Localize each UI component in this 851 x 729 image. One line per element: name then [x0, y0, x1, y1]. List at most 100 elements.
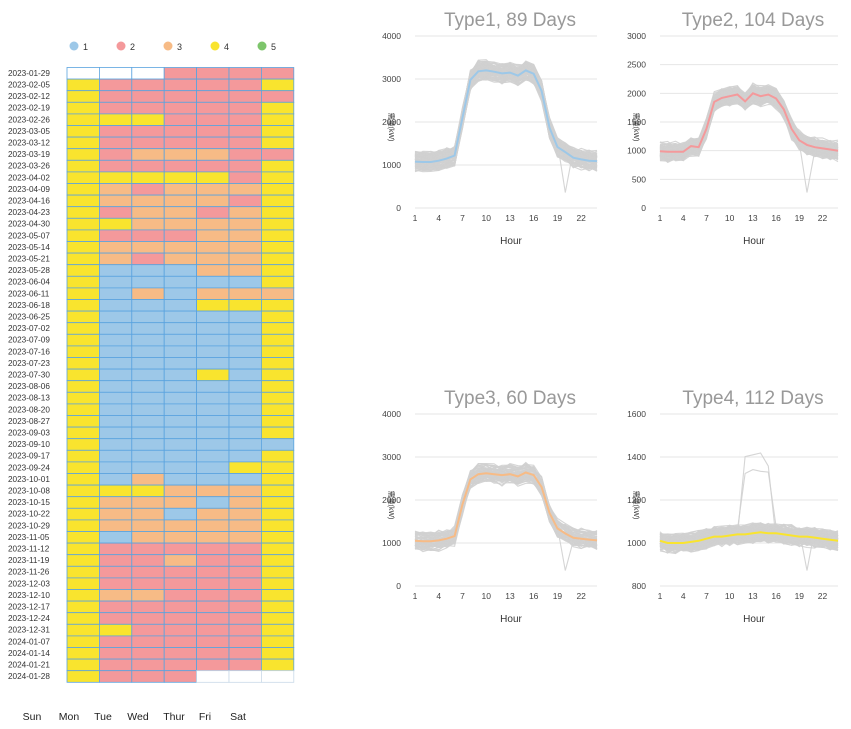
heatmap-cell: [228, 415, 262, 428]
heatmap-cell: [131, 658, 165, 672]
row-label: 2023-02-12: [8, 92, 50, 101]
heatmap-cell: [99, 345, 133, 358]
row-label: 2023-09-03: [8, 428, 50, 437]
heatmap-cell: [66, 391, 100, 405]
heatmap-cell: [99, 426, 133, 440]
heatmap-cell: [163, 357, 197, 370]
heatmap-cell: [163, 670, 197, 683]
heatmap-cell: [66, 461, 100, 474]
heatmap-cell: [228, 113, 262, 126]
heatmap-cell: [66, 287, 100, 300]
heatmap-cell: [228, 519, 262, 532]
heatmap-cell: [66, 113, 100, 126]
heatmap-cell: [131, 623, 165, 637]
heatmap-cell: [99, 333, 133, 347]
y-tick-label: 1000: [382, 160, 401, 170]
heatmap-cell: [228, 484, 262, 498]
row-label: 2023-05-14: [8, 243, 50, 252]
heatmap-cell: [260, 264, 295, 277]
heatmap-cell: [163, 658, 197, 672]
heatmap-cell: [228, 125, 262, 138]
heatmap-cell: [131, 264, 165, 277]
heatmap-cell: [228, 635, 262, 648]
heatmap-cell: [196, 554, 230, 567]
x-tick-label: 1: [658, 213, 663, 223]
row-label: 2023-12-03: [8, 579, 50, 588]
heatmap-cell: [99, 612, 133, 625]
heatmap-cell: [163, 183, 197, 196]
x-tick-label: 10: [481, 213, 491, 223]
heatmap-cell: [131, 438, 165, 451]
heatmap-cell: [260, 252, 295, 266]
day-profile-line: [414, 465, 598, 538]
row-label: 2023-05-21: [8, 254, 50, 263]
heatmap-cell: [66, 403, 100, 416]
x-tick-label: 13: [505, 213, 515, 223]
heatmap-cell: [260, 473, 295, 486]
heatmap-cell: [99, 159, 133, 173]
heatmap-cell: [99, 565, 133, 579]
heatmap-cell: [163, 78, 197, 92]
row-label: 2023-09-24: [8, 463, 50, 472]
heatmap-cell: [196, 299, 230, 312]
y-tick-label: 2000: [382, 117, 401, 127]
column-label: Tue: [94, 711, 112, 723]
heatmap-cell: [131, 531, 165, 544]
heatmap-cell: [163, 252, 197, 266]
legend-swatch-2: [116, 41, 126, 51]
x-tick-label: 10: [725, 591, 735, 601]
row-label: 2023-12-24: [8, 614, 50, 623]
x-axis-label: Hour: [743, 236, 765, 247]
heatmap-cell: [260, 183, 295, 196]
heatmap-cell: [260, 345, 295, 358]
heatmap-cell: [260, 159, 295, 173]
heatmap-cell: [228, 171, 262, 184]
heatmap-cell: [196, 287, 230, 300]
type3-profile-chart: Type3, 60 Days 0 1000 2000 3000 4000 1 4 7 10 13 16…: [382, 388, 598, 625]
heatmap-cell: [131, 380, 165, 393]
y-tick-label: 1000: [627, 146, 646, 156]
heatmap-cell: [66, 484, 100, 498]
heatmap-cell: [196, 473, 230, 486]
heatmap-cell: [66, 183, 100, 196]
heatmap-cell: [196, 391, 230, 405]
row-label: 2023-11-12: [8, 544, 50, 553]
heatmap-cell: [99, 600, 133, 614]
heatmap-cell: [66, 322, 100, 335]
heatmap-cell: [196, 368, 230, 382]
row-label: 2023-06-18: [8, 301, 50, 310]
x-tick-label: 16: [529, 591, 539, 601]
day-profile-line: [659, 86, 839, 150]
heatmap-cell: [99, 577, 133, 590]
x-tick-label: 19: [795, 213, 805, 223]
heatmap-cell: [196, 171, 230, 184]
heatmap-cell: [163, 507, 197, 521]
heatmap-cell: [99, 78, 133, 92]
heatmap-cell: [163, 148, 197, 161]
heatmap-cell: [260, 380, 295, 393]
heatmap-cell: [163, 345, 197, 358]
legend-label-3: 3: [177, 42, 182, 52]
row-label: 2023-01-29: [8, 69, 50, 78]
chart-title: Type3, 60 Days: [444, 388, 576, 409]
heatmap-cell: [66, 125, 100, 138]
heatmap-cell: [260, 194, 295, 208]
heatmap-cell: [196, 496, 230, 509]
heatmap-cell: [163, 473, 197, 486]
heatmap-cell: [66, 67, 100, 80]
heatmap-cell: [66, 531, 100, 544]
heatmap-cell: [196, 217, 230, 231]
heatmap-cell: [260, 229, 295, 242]
heatmap-cell: [163, 368, 197, 382]
heatmap-cell: [66, 159, 100, 173]
y-axis-label: 需量(kW): [632, 113, 640, 142]
heatmap-cell: [196, 415, 230, 428]
heatmap-cell: [163, 531, 197, 544]
heatmap-cell: [228, 78, 262, 92]
row-label: 2023-04-23: [8, 208, 50, 217]
row-label: 2023-11-05: [8, 533, 50, 542]
heatmap-cell: [66, 565, 100, 579]
y-tick-label: 1000: [382, 538, 401, 548]
heatmap-cell: [66, 380, 100, 393]
row-label: 2024-01-07: [8, 637, 50, 646]
